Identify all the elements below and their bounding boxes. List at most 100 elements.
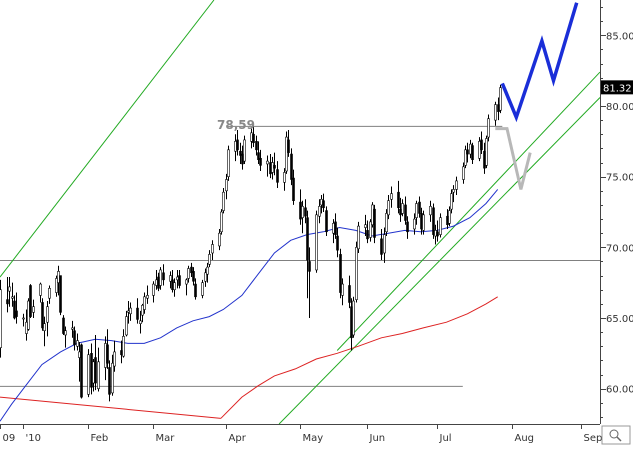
- candle-body-down: [257, 152, 260, 161]
- resistance-level-label: 78,59: [217, 118, 255, 132]
- candle-body-down: [29, 285, 32, 317]
- price-candle: [208, 250, 211, 268]
- price-candle: [285, 131, 288, 174]
- candle-body-up: [48, 288, 51, 299]
- price-candle: [255, 135, 258, 156]
- price-candle: [257, 141, 260, 164]
- price-candle: [266, 155, 269, 177]
- candle-body-down: [373, 208, 376, 238]
- candle-body-up: [450, 193, 453, 210]
- candle-body-down: [194, 283, 197, 298]
- last-price-label: 81.32: [603, 83, 632, 94]
- candle-body-up: [218, 232, 221, 247]
- candle-body-up: [97, 361, 100, 389]
- price-candle: [39, 282, 42, 303]
- price-candle: [194, 278, 197, 300]
- price-candle: [404, 196, 407, 225]
- price-candle: [339, 248, 342, 299]
- price-candle: [336, 227, 339, 258]
- price-candle: [136, 298, 139, 324]
- x-tick-label: Jun: [369, 433, 386, 444]
- candle-body-up: [125, 316, 128, 336]
- price-candle: [220, 209, 223, 235]
- price-candle: [348, 275, 351, 309]
- x-tick-label: Jul: [439, 433, 452, 444]
- price-candle: [222, 187, 225, 214]
- candle-body-up: [92, 361, 95, 384]
- price-candle: [122, 329, 125, 358]
- candle-body-up: [64, 330, 67, 336]
- price-candle: [227, 145, 230, 181]
- price-candle: [173, 278, 176, 297]
- candle-body-up: [139, 320, 142, 324]
- candle-body-down: [73, 330, 76, 346]
- candle-body-up: [187, 268, 190, 279]
- price-candle: [373, 204, 376, 244]
- candle-body-down: [241, 153, 244, 165]
- price-candle: [55, 275, 58, 297]
- candle-body-up: [222, 191, 225, 211]
- candle-body-up: [439, 217, 442, 235]
- candle-body-up: [383, 234, 386, 254]
- candle-body-down: [108, 367, 111, 395]
- candle-body-up: [464, 149, 467, 166]
- candle-body-down: [62, 317, 65, 334]
- candle-body-down: [287, 139, 290, 153]
- candle-body-up: [234, 141, 237, 152]
- candle-body-up: [422, 214, 425, 231]
- price-candle: [355, 241, 358, 303]
- candle-body-up: [227, 149, 230, 177]
- candle-body-up: [225, 179, 228, 192]
- price-candle: [59, 275, 62, 316]
- candle-body-up: [204, 272, 207, 282]
- y-tick-label: 85.00: [606, 31, 633, 42]
- right-axis-panel: [600, 0, 633, 446]
- price-candle: [436, 220, 439, 242]
- candle-body-up: [494, 104, 497, 121]
- candle-body-up: [201, 282, 204, 296]
- candle-body-up: [87, 354, 90, 395]
- candle-body-up: [141, 304, 144, 316]
- candle-body-up: [357, 225, 360, 250]
- price-candle: [71, 320, 74, 338]
- candle-body-down: [306, 217, 309, 261]
- price-candle: [387, 195, 390, 220]
- candle-body-down: [290, 153, 293, 180]
- price-candle: [11, 282, 14, 307]
- price-candle: [380, 228, 383, 261]
- price-candle: [450, 189, 453, 214]
- price-candle: [287, 130, 290, 157]
- candle-body-up: [499, 87, 502, 111]
- price-candle: [15, 292, 18, 324]
- moving-average-line-2: [220, 296, 498, 419]
- price-candle: [0, 279, 2, 358]
- price-candle: [111, 354, 114, 396]
- price-candle: [243, 135, 246, 164]
- candle-body-down: [94, 357, 97, 384]
- candle-body-down: [404, 204, 407, 221]
- candle-body-down: [397, 191, 400, 209]
- price-candle: [352, 296, 355, 338]
- candle-body-down: [276, 169, 279, 183]
- candle-body-up: [43, 323, 46, 332]
- candle-body-up: [185, 279, 188, 285]
- price-candle: [125, 310, 128, 337]
- price-candle: [108, 360, 111, 402]
- price-candle: [452, 185, 455, 203]
- price-candle: [318, 199, 321, 224]
- candle-body-up: [364, 224, 367, 228]
- price-candle: [415, 200, 418, 225]
- price-candle: [401, 199, 404, 217]
- price-candle: [32, 299, 35, 318]
- magnifier-icon: [609, 429, 619, 439]
- candle-body-down: [90, 353, 93, 388]
- price-candle: [385, 209, 388, 237]
- price-candle: [462, 162, 465, 184]
- candle-body-up: [341, 283, 344, 296]
- price-candle: [334, 213, 337, 239]
- candle-body-up: [113, 351, 116, 367]
- candle-body-down: [41, 302, 44, 329]
- price-candle: [185, 278, 188, 296]
- price-candle: [190, 262, 193, 278]
- x-tick-label: Apr: [229, 433, 247, 444]
